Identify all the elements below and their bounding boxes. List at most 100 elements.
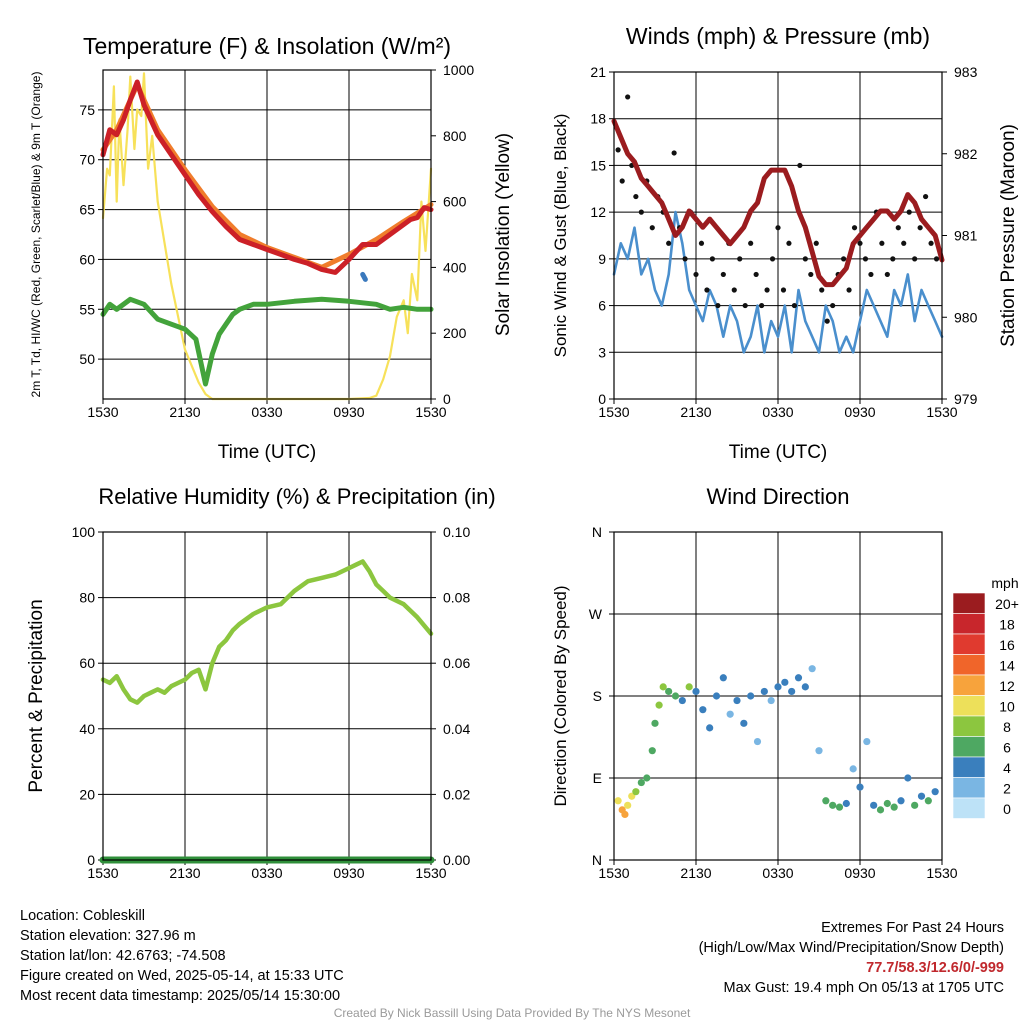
colorbar: mph 20+ 18 16 14 12 10 8 6 4 2 0 (952, 575, 1019, 819)
direction-point (917, 792, 926, 800)
y-tick-label: 12 (590, 204, 606, 220)
colorbar-label: 0 (1003, 801, 1011, 817)
direction-point (849, 765, 857, 773)
direction-point (648, 747, 656, 755)
gust-point (901, 240, 907, 246)
direction-point (897, 797, 905, 805)
gust-point (841, 256, 847, 262)
gust-point (813, 240, 819, 246)
colorbar-label: 14 (999, 658, 1015, 674)
gust-point (698, 240, 705, 246)
gust-point (791, 302, 798, 309)
colorbar-swatch (952, 777, 986, 799)
y2-tick-label: 979 (954, 391, 978, 407)
direction-point (781, 678, 789, 686)
y2-tick-label: 600 (443, 194, 467, 210)
gust-point (797, 162, 803, 169)
y-tick-label: 100 (72, 524, 96, 540)
direction-point (659, 683, 667, 691)
direction-point (822, 797, 830, 805)
direction-point (643, 774, 651, 782)
gust-point (742, 302, 748, 309)
credit-line: Created By Nick Bassill Using Data Provi… (333, 1006, 691, 1020)
x-tick-label: 1530 (926, 404, 957, 420)
direction-point (706, 724, 714, 732)
y-tick-label: N (592, 524, 602, 540)
direction-point (856, 783, 864, 791)
x-tick-label: 1530 (598, 404, 629, 420)
colorbar-swatch (952, 633, 986, 655)
gust-point (862, 256, 869, 262)
direction-point (692, 687, 700, 696)
y2-tick-label: 800 (443, 128, 467, 144)
direction-point (931, 788, 939, 796)
x-axis-label: Time (UTC) (218, 442, 317, 463)
x-tick-label: 2130 (169, 865, 200, 881)
colorbar-label: 16 (999, 637, 1015, 653)
direction-point (890, 803, 898, 811)
gust-point (933, 256, 940, 262)
chart-title-humidity: Relative Humidity (%) & Precipitation (i… (98, 484, 495, 509)
direction-point (815, 747, 823, 755)
colorbar-swatch (952, 736, 986, 758)
direction-point (655, 701, 663, 709)
series-solar-insolation (101, 72, 433, 401)
y-tick-label: 55 (79, 301, 95, 317)
gust-point (671, 150, 677, 156)
direction-point (774, 683, 782, 691)
y2-tick-label: 983 (954, 64, 978, 80)
gust-point (759, 302, 765, 309)
series-dewpoint (100, 296, 434, 387)
direction-point (671, 692, 680, 700)
y-tick-label: 40 (79, 721, 95, 737)
extremes-subheading: (High/Low/Max Wind/Precipitation/Snow De… (698, 940, 1004, 956)
y2-tick-label: 200 (443, 325, 467, 341)
y-tick-label: 80 (79, 590, 95, 606)
y-axis-label: Direction (Colored By Speed) (551, 585, 570, 806)
direction-point (733, 696, 741, 705)
direction-point (624, 801, 632, 809)
y2-tick-label: 982 (954, 146, 978, 162)
y2-tick-label: 0.10 (443, 524, 470, 540)
y2-tick-label: 981 (954, 228, 978, 244)
gust-point (753, 271, 759, 278)
gust-point (638, 209, 644, 215)
colorbar-label: 4 (1003, 760, 1011, 776)
direction-point (651, 719, 659, 727)
direction-point (876, 806, 885, 814)
chart-title-wind-direction: Wind Direction (706, 484, 849, 509)
gust-point (720, 271, 726, 278)
direction-point (829, 801, 837, 809)
y2-tick-label: 0 (443, 391, 451, 407)
direction-point (699, 706, 707, 714)
gust-point (748, 240, 754, 246)
y-tick-label: 70 (79, 152, 95, 168)
gust-point (715, 302, 721, 309)
gust-point (786, 240, 792, 246)
gust-point (709, 256, 716, 262)
direction-point (842, 799, 850, 808)
y-tick-label: 18 (590, 111, 606, 127)
direction-point (747, 692, 755, 700)
gust-point (764, 287, 770, 293)
x-tick-label: 1530 (415, 404, 446, 420)
direction-point (794, 674, 803, 682)
colorbar-label: 2 (1003, 781, 1011, 797)
y2-axis-label: Solar Insolation (Yellow) (493, 133, 514, 336)
gust-point (808, 271, 814, 278)
x-tick-label: 0930 (844, 865, 875, 881)
colorbar-label: 20+ (995, 596, 1019, 612)
direction-point (801, 683, 809, 691)
colorbar-unit: mph (991, 575, 1018, 591)
colorbar-label: 10 (999, 699, 1015, 715)
direction-point (863, 737, 871, 746)
colorbar-swatch (952, 674, 986, 696)
x-tick-label: 0330 (762, 865, 793, 881)
max-gust: Max Gust: 19.4 mph On 05/13 at 1705 UTC (723, 980, 1004, 996)
colorbar-label: 12 (999, 678, 1015, 694)
gust-point (625, 94, 631, 100)
y-tick-label: N (592, 852, 602, 868)
direction-point (883, 799, 891, 808)
direction-point (726, 710, 734, 718)
